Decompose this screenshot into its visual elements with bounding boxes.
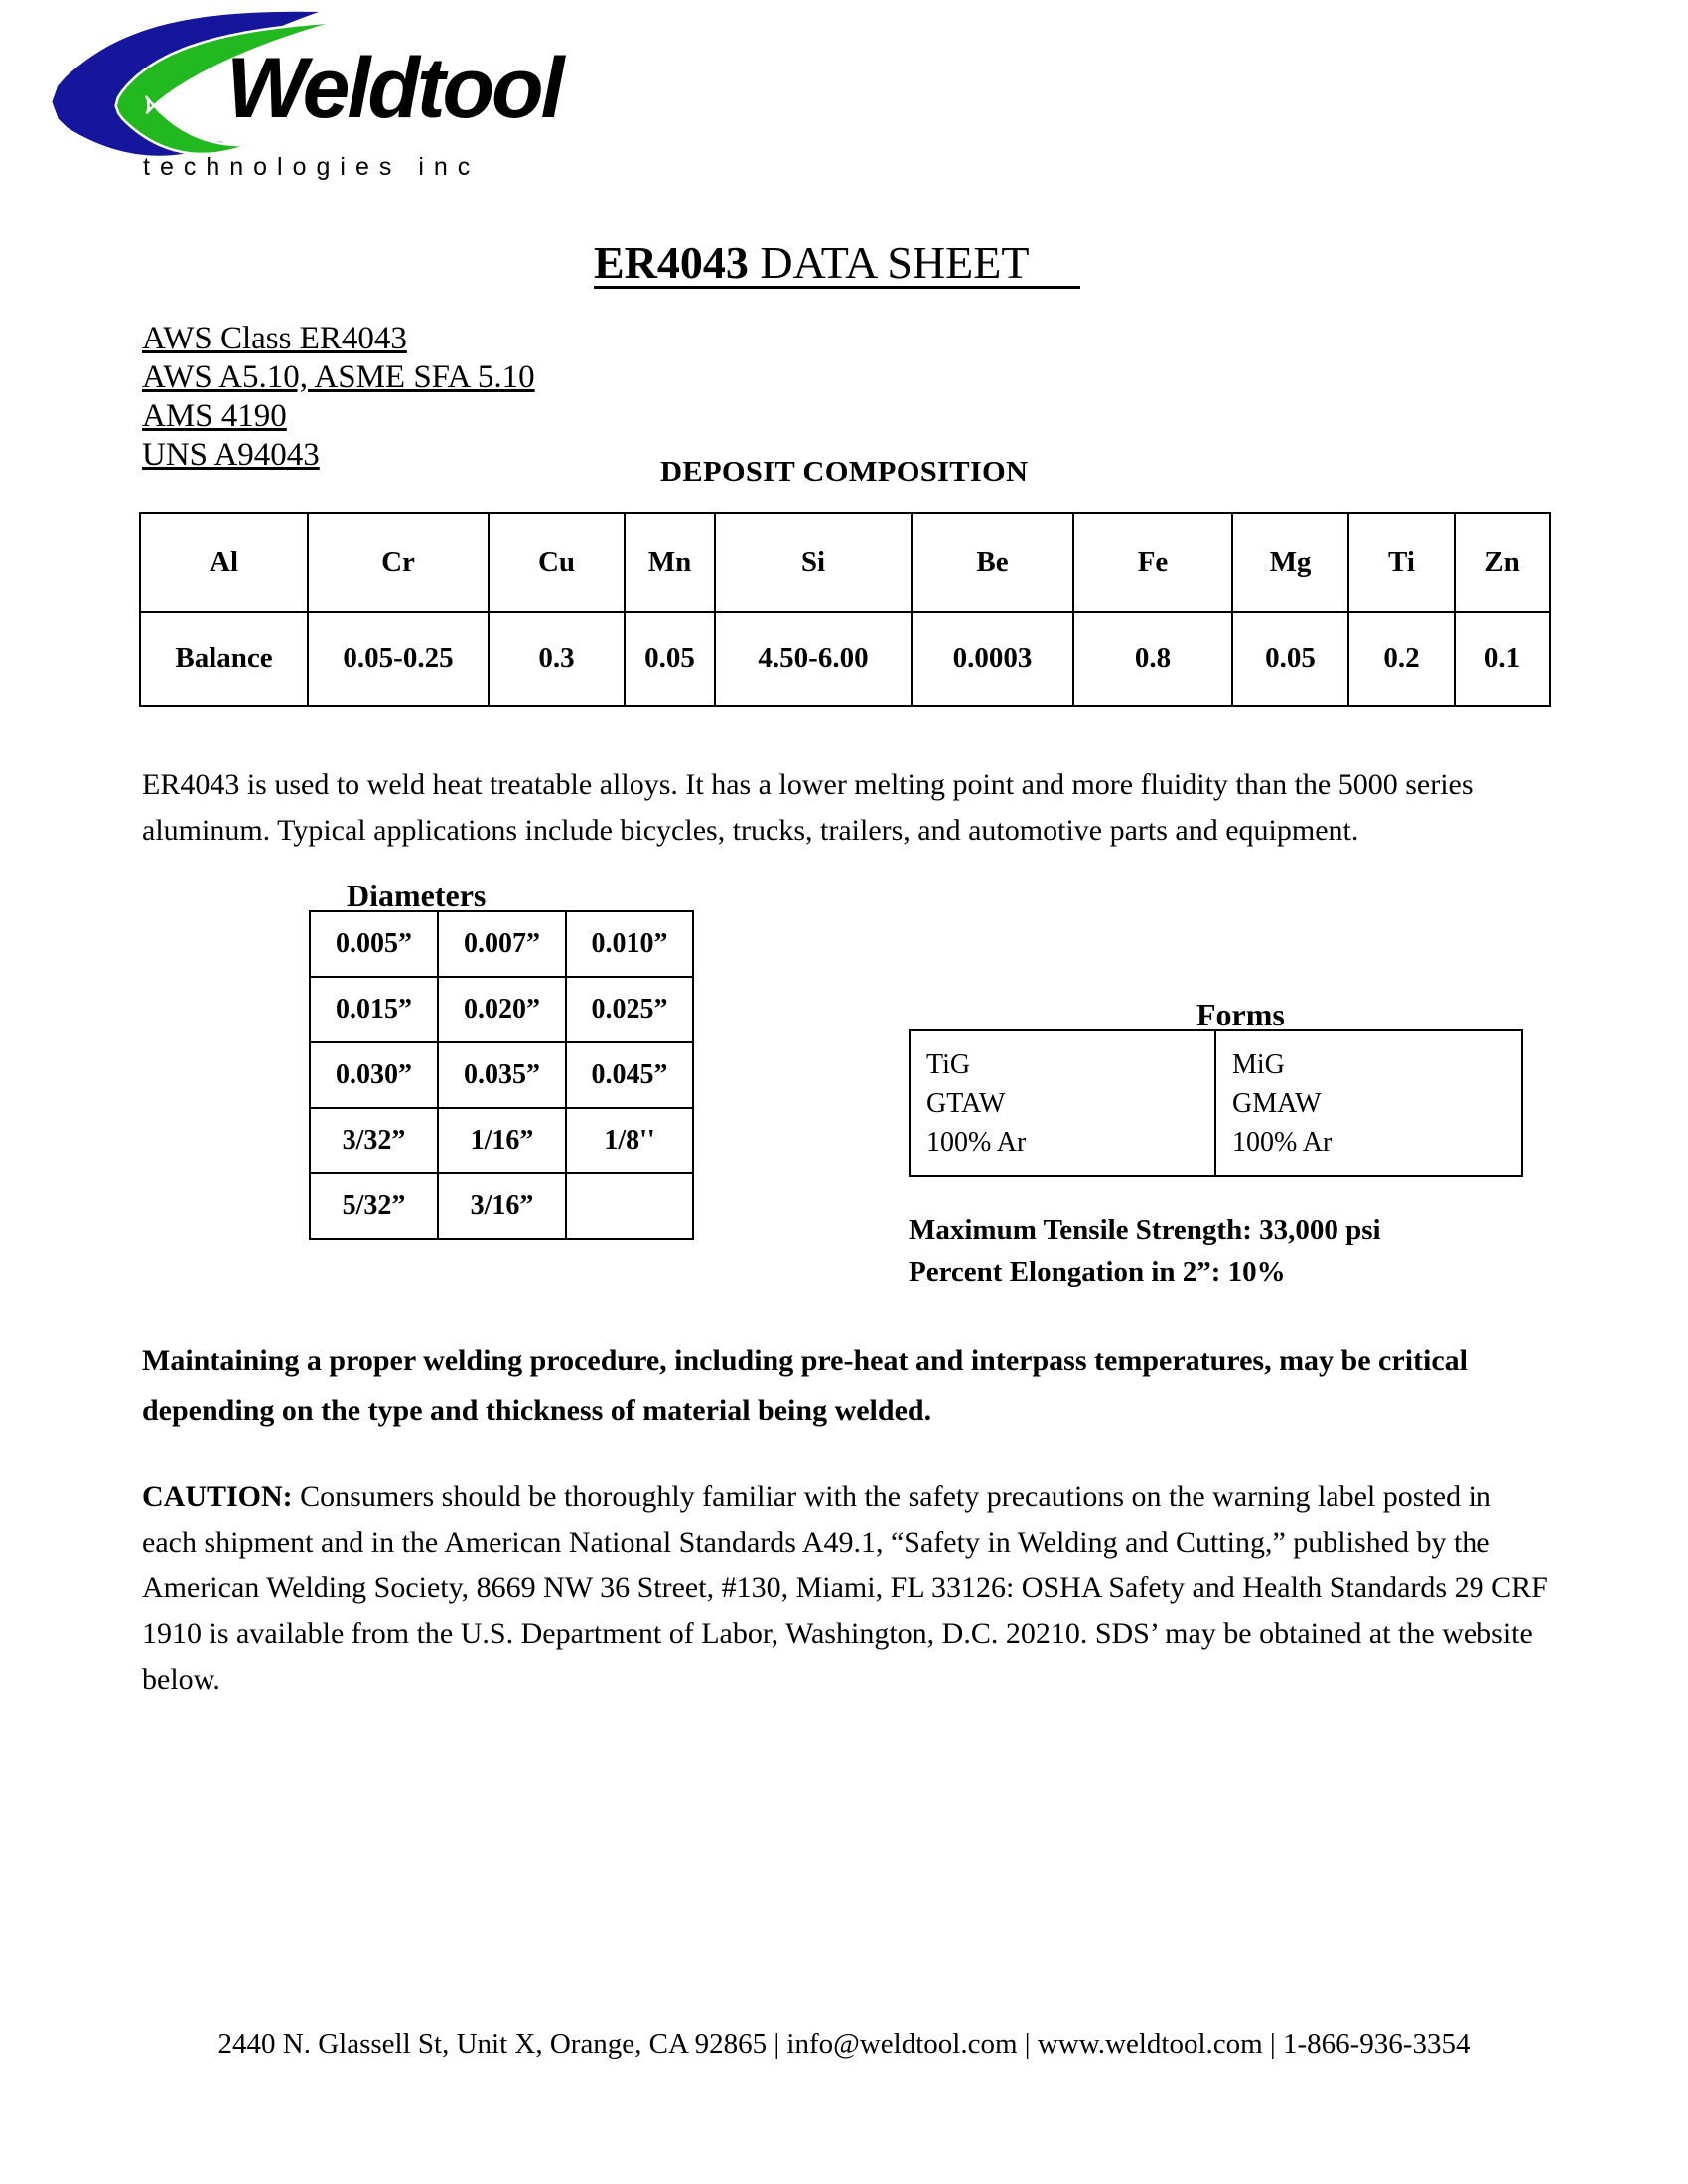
svg-text:technologies inc: technologies inc (143, 153, 480, 181)
svg-text:Weldtool: Weldtool (226, 41, 567, 136)
